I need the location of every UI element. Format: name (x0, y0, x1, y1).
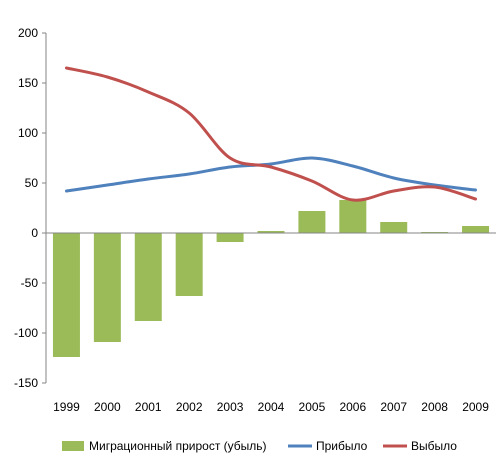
bar-2004 (257, 231, 285, 233)
y-tick-label: 50 (25, 176, 39, 190)
x-tick-label: 2007 (380, 400, 407, 414)
bar-2000 (93, 233, 121, 342)
x-tick-label: 2000 (94, 400, 121, 414)
legend-label: Миграционный прирост (убыль) (89, 439, 267, 453)
line-series-1 (64, 156, 478, 193)
y-tick-label: -50 (21, 276, 39, 290)
y-tick-label: -150 (14, 376, 38, 390)
legend-label: Выбыло (411, 439, 457, 453)
legend: Миграционный прирост (убыль) Прибыло Выбыл… (62, 439, 457, 453)
bar-2003 (216, 233, 244, 242)
legend-swatch-bar (62, 441, 84, 451)
bar-2007 (380, 222, 408, 233)
x-tick-label: 2002 (176, 400, 203, 414)
x-tick-label: 2003 (217, 400, 244, 414)
y-tick-label: 0 (31, 226, 38, 240)
x-tick-label: 2008 (421, 400, 448, 414)
x-tick-label: 2005 (299, 400, 326, 414)
y-tick-label: 100 (18, 126, 38, 140)
y-tick-label: -100 (14, 326, 38, 340)
series-lines (64, 66, 478, 202)
y-axis-ticks: 200 150 100 50 0 -50 -100 -150 (14, 26, 46, 390)
y-tick-label: 150 (18, 76, 38, 90)
legend-label: Прибыло (316, 439, 368, 453)
bar-2005 (298, 211, 326, 233)
x-tick-label: 2004 (258, 400, 285, 414)
x-axis-ticks: 1999 2000 2001 2002 2003 2004 2005 2006 2007 2008… (53, 400, 489, 414)
y-tick-label: 200 (18, 26, 38, 40)
bars (52, 200, 490, 357)
x-tick-label: 2001 (135, 400, 162, 414)
bar-2002 (175, 233, 203, 296)
x-tick-label: 1999 (53, 400, 80, 414)
bar-2006 (339, 200, 367, 233)
x-tick-label: 2006 (339, 400, 366, 414)
bar-1999 (52, 233, 80, 357)
bar-2001 (134, 233, 162, 321)
line-series-2 (64, 66, 478, 202)
x-tick-label: 2009 (462, 400, 489, 414)
bar-2009 (462, 226, 490, 233)
